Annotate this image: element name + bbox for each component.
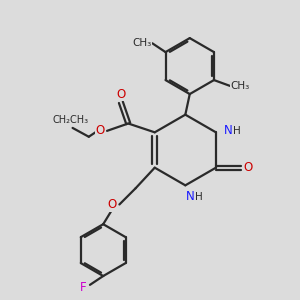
Text: H: H (233, 126, 241, 136)
Text: H: H (195, 191, 203, 202)
Text: O: O (96, 124, 105, 137)
Text: N: N (185, 190, 194, 203)
Text: CH₂CH₃: CH₂CH₃ (52, 115, 88, 125)
Text: O: O (107, 198, 117, 211)
Text: N: N (224, 124, 233, 137)
Text: O: O (244, 161, 253, 174)
Text: CH₃: CH₃ (132, 38, 152, 48)
Text: O: O (116, 88, 125, 100)
Text: F: F (80, 281, 87, 294)
Text: CH₃: CH₃ (231, 81, 250, 91)
